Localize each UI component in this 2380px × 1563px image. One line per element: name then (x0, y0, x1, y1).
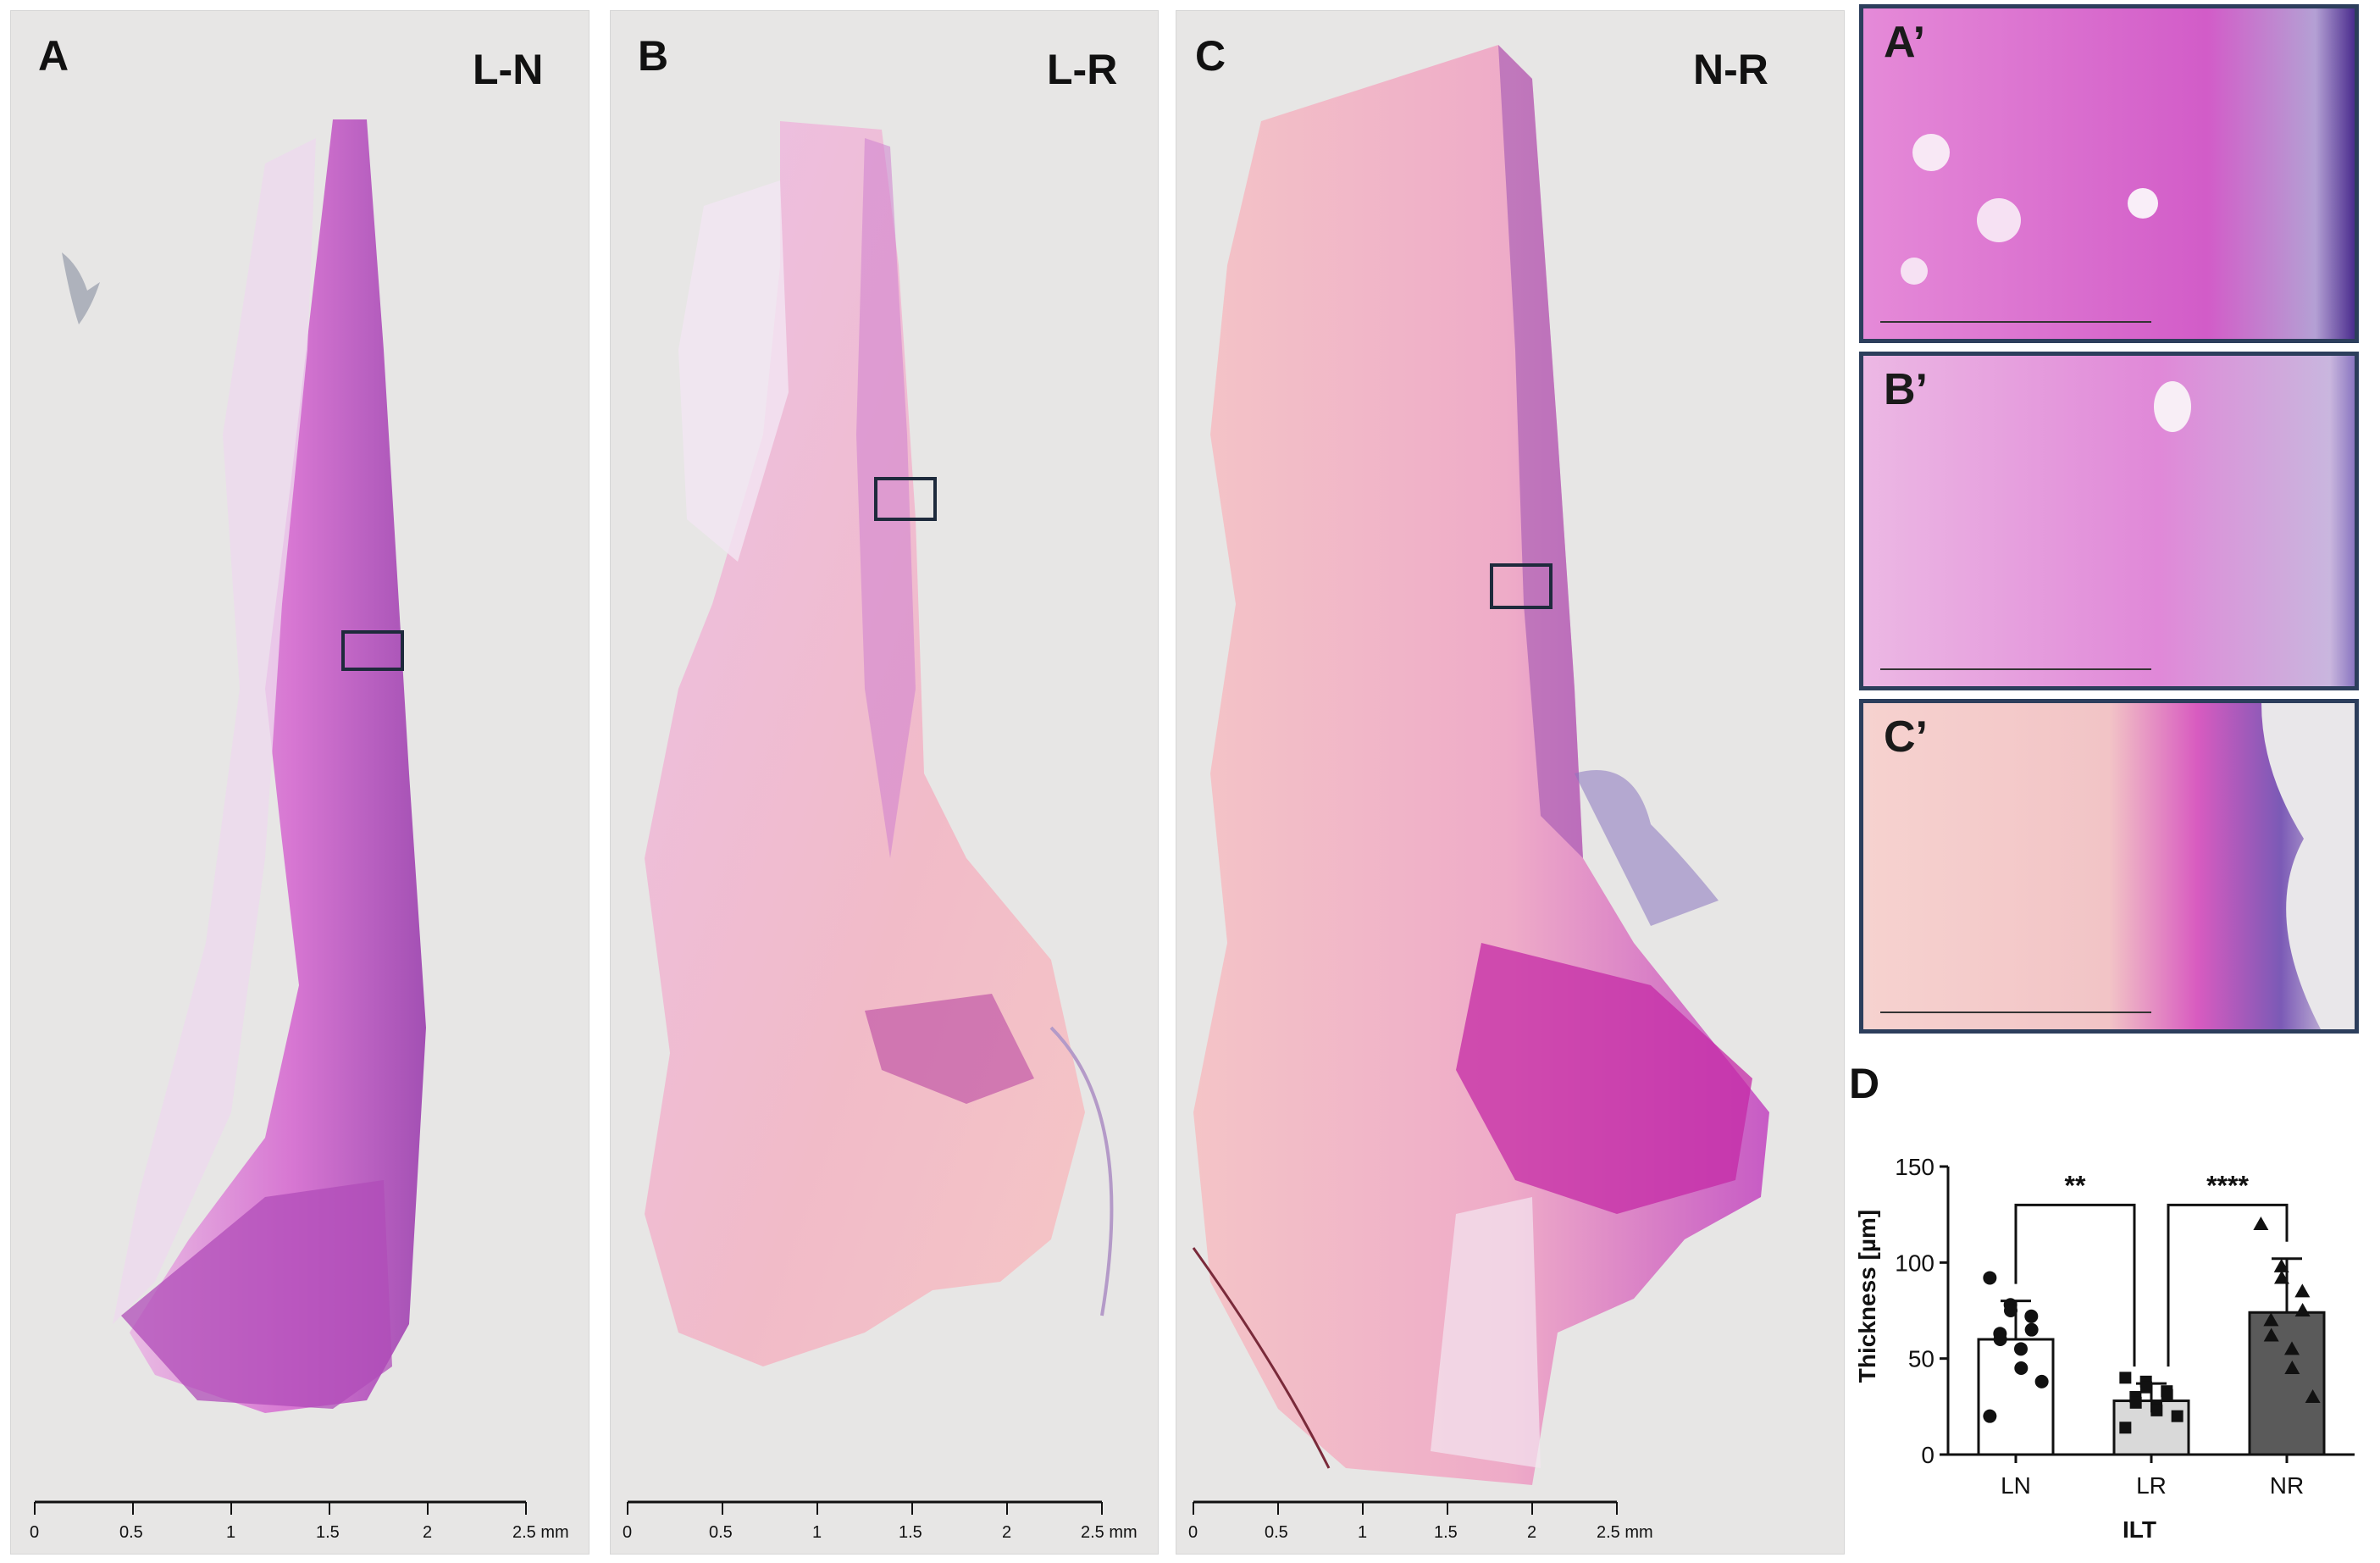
data-point (1993, 1333, 2007, 1346)
data-point (2119, 1422, 2132, 1434)
scale-bar-c (1193, 1500, 1618, 1515)
x-axis-label: ILT (2123, 1516, 2156, 1543)
data-point (2294, 1303, 2311, 1316)
scale-bar-a (34, 1500, 527, 1515)
data-point (2014, 1342, 2028, 1356)
bar-nr (2248, 1311, 2326, 1456)
panel-c: C N-R 0 0.5 1 1.5 2 2.5 mm (1176, 10, 1845, 1555)
inset-image-c (1863, 703, 2355, 1029)
region-label-b: L-R (1047, 46, 1118, 93)
tissue-section-b (627, 121, 1114, 1515)
scale-tick: 1.5 (316, 1523, 340, 1542)
scale-tick: 0 (1188, 1523, 1198, 1542)
scale-tick: 2 (1002, 1523, 1012, 1542)
y-tick-label: 150 (1895, 1154, 1934, 1180)
scale-tick: 1 (1358, 1523, 1368, 1542)
data-point (2253, 1217, 2269, 1230)
data-point (2263, 1312, 2279, 1327)
panel-letter-a: A (38, 32, 69, 80)
panel-letter-d: D (1849, 1060, 1880, 1107)
tissue-section-c (1192, 45, 1769, 1515)
significance-label: ** (2065, 1170, 2086, 1200)
data-point (2034, 1374, 2049, 1388)
scale-tick: 2.5 mm (512, 1523, 569, 1542)
inset-a-prime: A’ (1859, 4, 2359, 343)
panel-letter-b: B (638, 32, 669, 80)
y-tick-label: 50 (1908, 1346, 1934, 1372)
scale-tick: 1.5 (899, 1523, 922, 1542)
scale-tick: 1.5 (1434, 1523, 1458, 1542)
x-tick-label: LN (2001, 1472, 2031, 1499)
panel-b: B L-R 0 0.5 1 1.5 2 2.5 mm (610, 10, 1159, 1555)
data-point (1983, 1271, 1997, 1285)
tissue-section-a (34, 119, 527, 1515)
bar-ln (1977, 1338, 2055, 1456)
data-point (2140, 1381, 2152, 1394)
scale-tick: 0 (30, 1523, 40, 1542)
panel-letter-c: C (1195, 32, 1226, 80)
region-label-c: N-R (1693, 46, 1768, 93)
roi-box-b (874, 477, 937, 521)
panel-a: A L-N 0 0.5 1 1.5 2 2.5 mm (10, 10, 589, 1555)
data-point (2150, 1404, 2163, 1416)
roi-box-a (341, 630, 404, 671)
scale-tick: 2.5 mm (1597, 1523, 1653, 1542)
data-point (2171, 1410, 2184, 1422)
scale-tick: 0.5 (1265, 1523, 1288, 1542)
data-point (2263, 1327, 2279, 1342)
data-point (2004, 1304, 2017, 1317)
inset-b-prime: B’ (1859, 352, 2359, 690)
inset-label-b: B’ (1884, 365, 1928, 414)
data-point (2294, 1283, 2311, 1298)
scale-bar-b (627, 1500, 1103, 1515)
data-point (2284, 1341, 2300, 1355)
inset-label-c: C’ (1884, 712, 1928, 762)
data-point (2024, 1322, 2039, 1337)
roi-box-c (1490, 563, 1553, 609)
y-tick-label: 0 (1921, 1442, 1934, 1468)
scale-tick: 0.5 (709, 1523, 733, 1542)
scale-tick: 2.5 mm (1081, 1523, 1137, 1542)
scale-tick: 1 (812, 1523, 822, 1542)
inset-image-b (1863, 356, 2355, 686)
data-point (1983, 1409, 1997, 1423)
inset-label-a: A’ (1884, 18, 1926, 67)
x-tick-label: NR (2270, 1472, 2304, 1499)
scale-tick: 2 (423, 1523, 433, 1542)
data-point (2284, 1361, 2300, 1374)
y-tick-label: 100 (1895, 1250, 1934, 1276)
significance-label: **** (2206, 1170, 2249, 1200)
data-point (2129, 1396, 2142, 1409)
significance-bracket (2167, 1203, 2289, 1367)
data-point (2119, 1372, 2132, 1384)
x-tick-label: LR (2136, 1472, 2167, 1499)
scale-tick: 0.5 (119, 1523, 143, 1542)
inset-c-prime: C’ (1859, 699, 2359, 1034)
data-point (2274, 1270, 2289, 1284)
scale-tick: 0 (623, 1523, 633, 1542)
data-point (2161, 1388, 2173, 1401)
data-point (2305, 1389, 2321, 1403)
significance-bracket (2014, 1203, 2136, 1367)
data-point (2273, 1258, 2289, 1272)
inset-image-a (1863, 8, 2355, 339)
scale-tick: 1 (226, 1523, 236, 1542)
y-axis-label: Thickness [µm] (1854, 1210, 1880, 1383)
region-label-a: L-N (473, 46, 544, 93)
scale-tick: 2 (1527, 1523, 1537, 1542)
data-point (2014, 1361, 2029, 1375)
data-point (2024, 1309, 2039, 1323)
